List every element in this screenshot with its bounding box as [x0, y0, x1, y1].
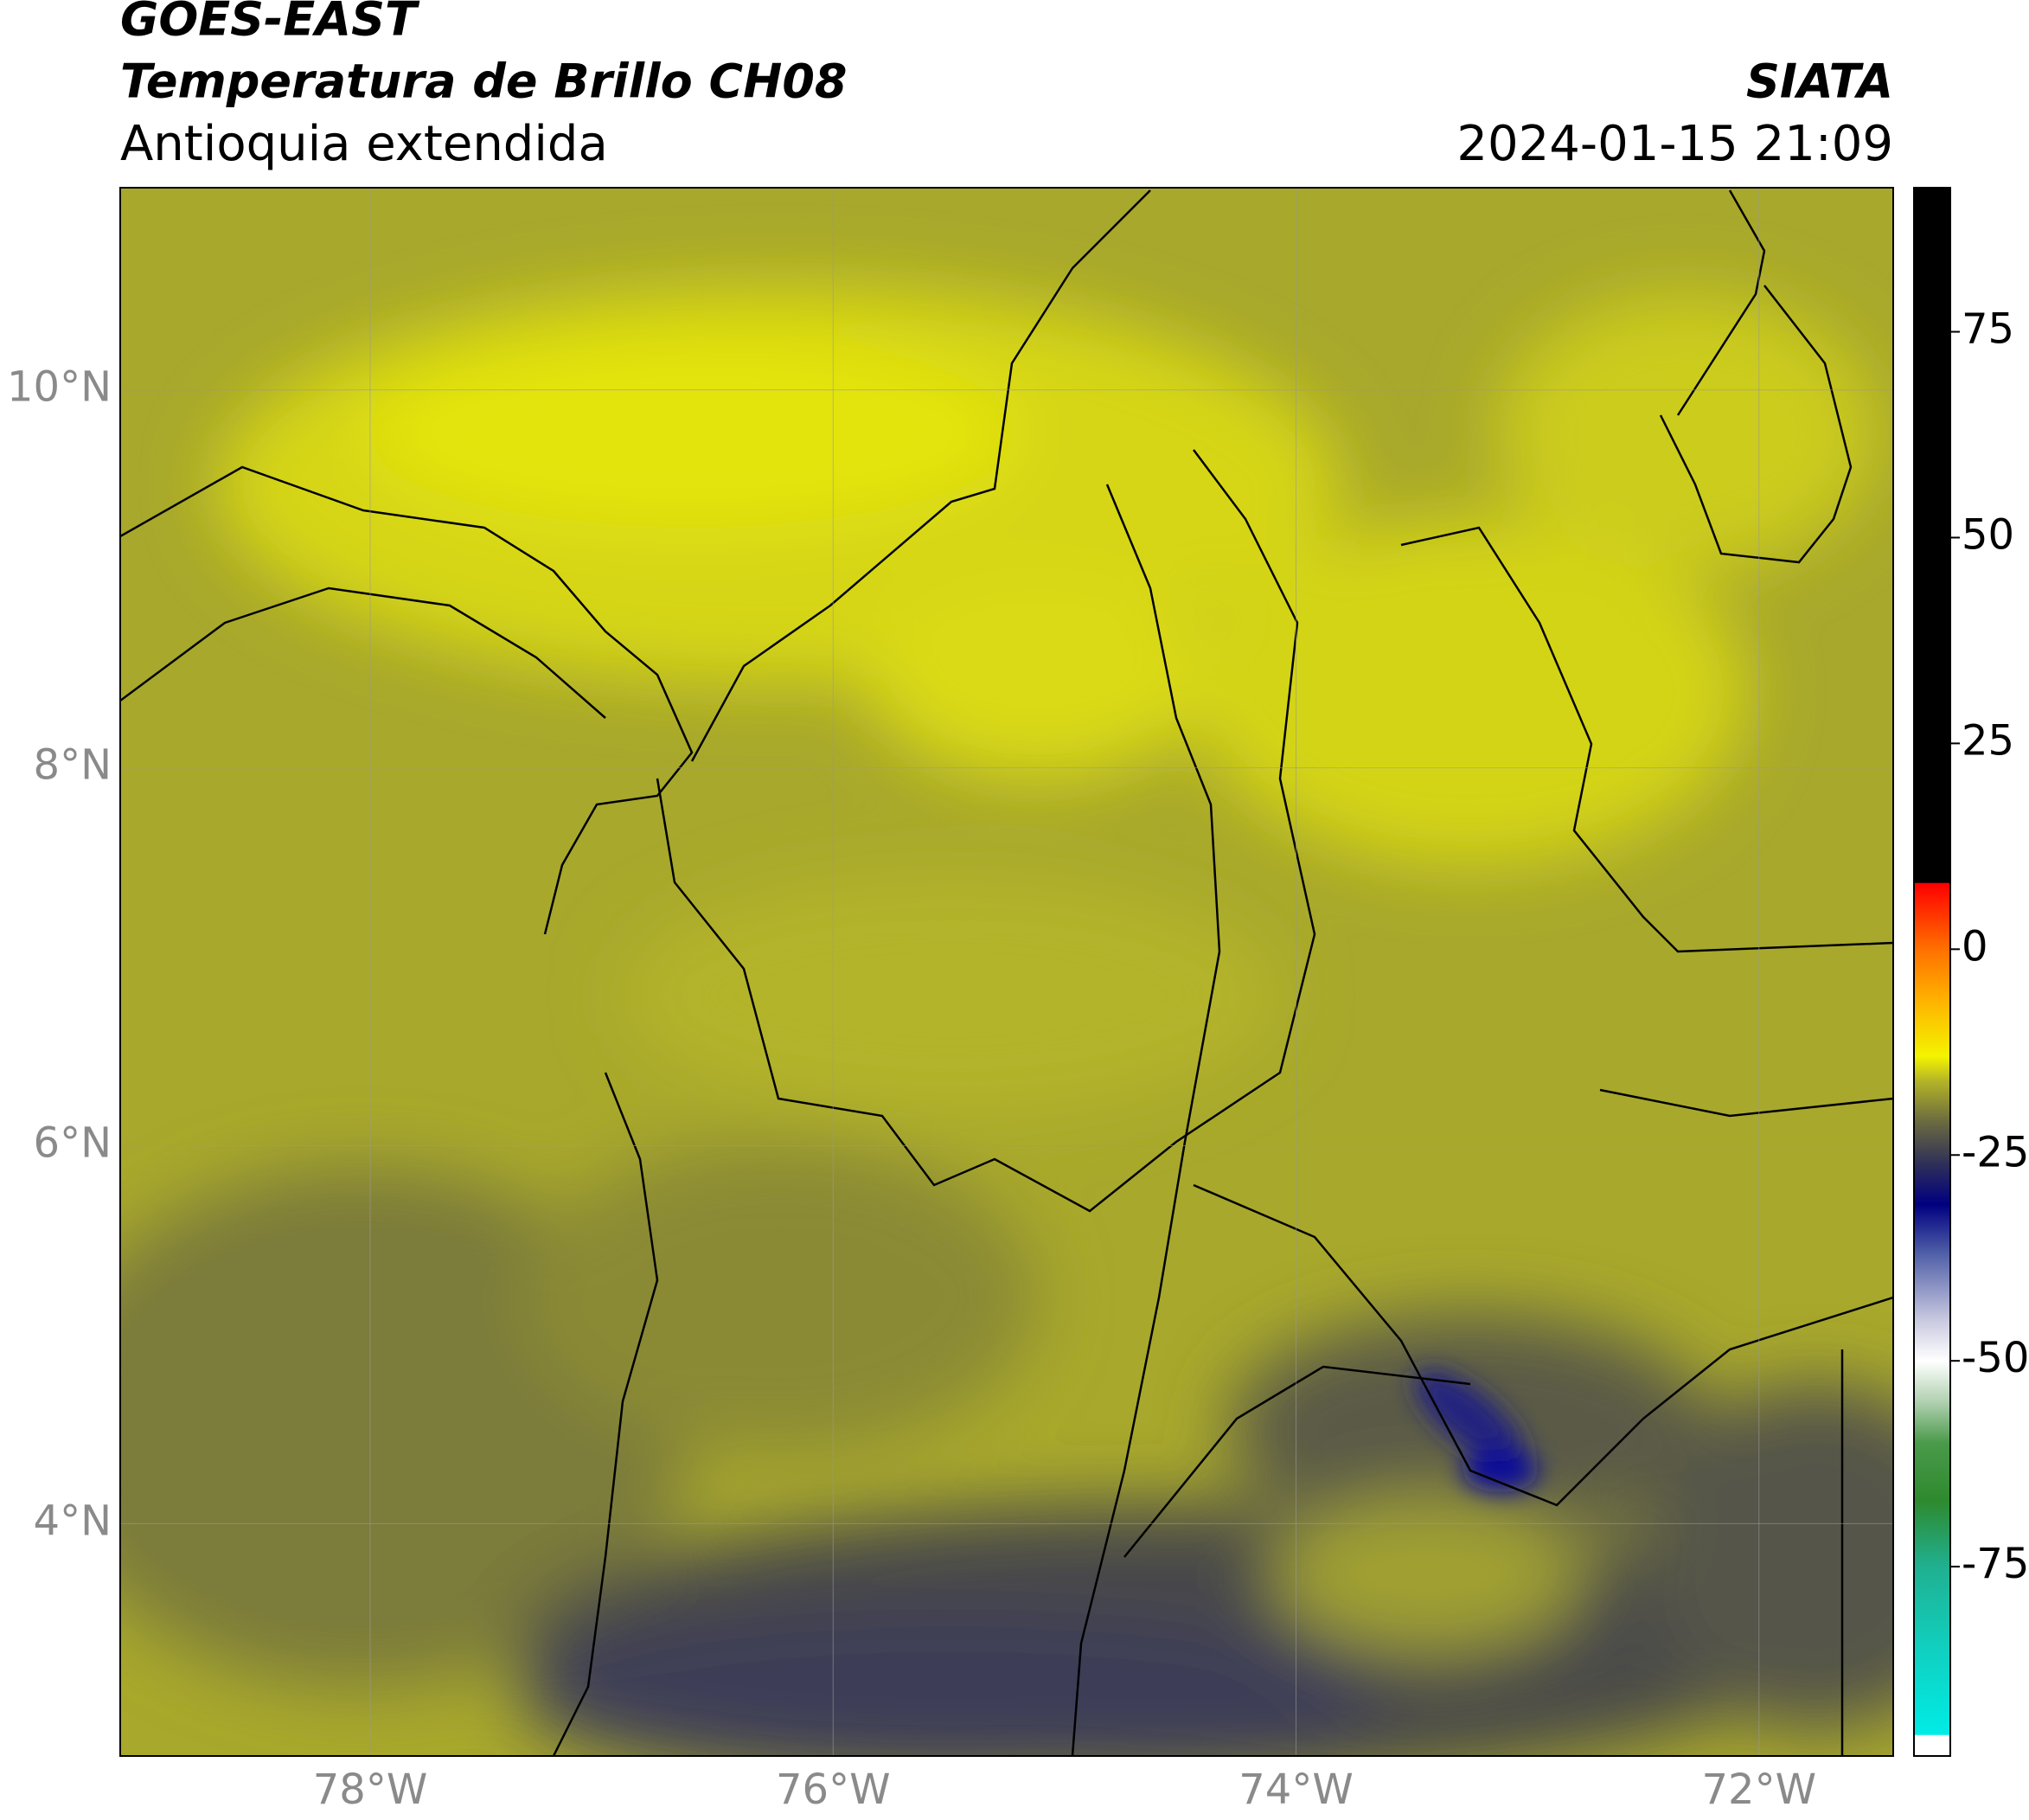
x-tick-label: 76°W: [776, 1766, 891, 1814]
timestamp: 2024-01-15 21:09: [1456, 116, 1893, 172]
colorbar: [1913, 187, 1951, 1757]
region: Antioquia extendida: [120, 116, 608, 172]
x-tick-label: 74°W: [1239, 1766, 1354, 1814]
colorbar-tick-label: -50: [1962, 1334, 2029, 1382]
map-frame: [119, 187, 1894, 1757]
subtitle: Temperatura de Brillo CH08: [120, 54, 848, 109]
borders: [120, 189, 1893, 1756]
y-tick-label: 4°N: [34, 1496, 112, 1545]
source: SIATA: [1746, 54, 1893, 109]
grid: [120, 188, 1893, 1756]
x-tick-label: 72°W: [1702, 1766, 1817, 1814]
colorbar-tick-label: -75: [1962, 1540, 2029, 1588]
y-tick-label: 6°N: [34, 1118, 112, 1167]
colorbar-tick-label: 75: [1962, 305, 2014, 354]
title: GOES-EAST: [120, 0, 420, 47]
y-tick-label: 8°N: [34, 741, 112, 790]
colorbar-tick-label: -25: [1962, 1128, 2029, 1176]
x-tick-label: 78°W: [313, 1766, 428, 1814]
colorbar-tick-label: 0: [1962, 922, 1988, 971]
colorbar-tick-label: 50: [1962, 510, 2014, 559]
y-tick-label: 10°N: [7, 363, 112, 412]
map-field: [120, 188, 1893, 1756]
colorbar-tick-label: 25: [1962, 716, 2014, 765]
